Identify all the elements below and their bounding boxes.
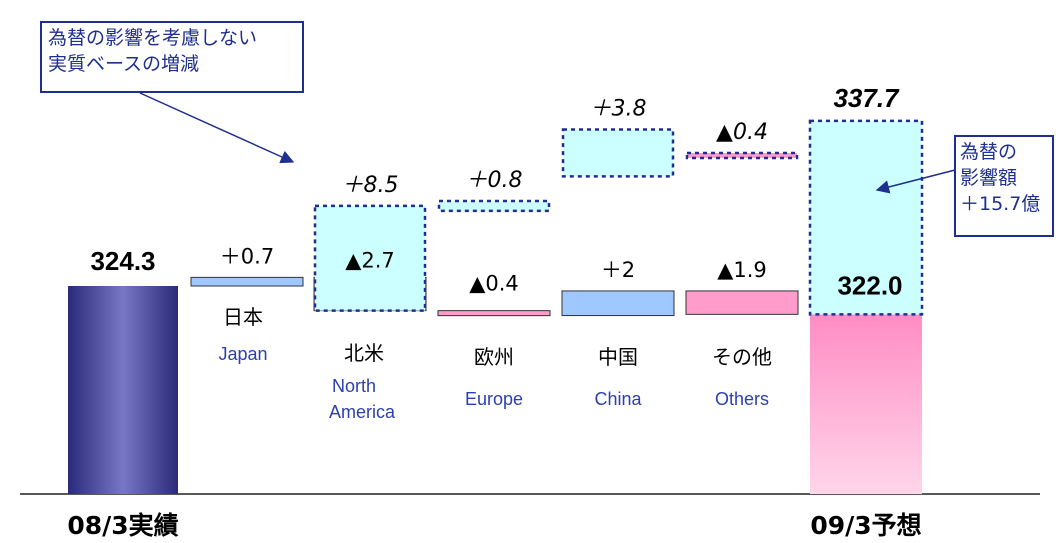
- callout-real-change: 為替の影響を考慮しない 実質ベースの増減: [40, 21, 304, 93]
- bar-end-real-value-label: 322.0: [837, 270, 902, 300]
- bar-start-category-label: 08/3実績: [67, 511, 178, 540]
- bar-end-total-value-label: 337.7: [833, 83, 900, 113]
- category-en-label-1-line2: America: [329, 402, 396, 422]
- bar-real-value-label-4: ▲1.9: [717, 258, 767, 282]
- bar-fx-value-label-2: ＋0.8: [466, 168, 523, 193]
- category-en-label-2: Europe: [465, 389, 523, 409]
- bar-real-value-label-2: ▲0.4: [469, 272, 519, 296]
- callout-fx-effect-line2: 影響額: [960, 167, 1018, 189]
- bar-real-2: [437, 310, 551, 317]
- bar-fx-value-label-4: ▲0.4: [716, 120, 768, 145]
- category-jp-label-3: 中国: [598, 345, 638, 369]
- category-jp-label-0: 日本: [223, 305, 263, 329]
- bar-fx-value-label-3: ＋3.8: [590, 97, 647, 122]
- bar-start-value-label: 324.3: [90, 246, 155, 276]
- bar-start: [68, 286, 178, 494]
- callout-fx-effect-line3: ＋15.7億: [960, 193, 1041, 215]
- callout-real-change-line1: 為替の影響を考慮しない: [48, 27, 258, 49]
- bar-end-category-label: 09/3予想: [810, 511, 921, 540]
- callout-leader-right: [875, 169, 956, 194]
- callout-real-change-line2: 実質ベースの増減: [48, 53, 200, 75]
- bar-fx-4: [685, 151, 799, 160]
- bar-real-value-label-0: ＋0.7: [220, 244, 274, 268]
- callout-leader-left: [139, 92, 295, 164]
- category-en-label-1-line1: North: [332, 376, 376, 396]
- category-en-label-3: China: [594, 389, 642, 409]
- bar-end-fx: [808, 119, 924, 316]
- bar-end-real: [810, 314, 922, 494]
- category-jp-label-4: その他: [712, 345, 772, 369]
- bar-real-value-label-3: ＋2: [601, 258, 635, 282]
- category-jp-label-2: 欧州: [474, 345, 514, 369]
- bar-real-value-label-1: ▲2.7: [345, 248, 395, 272]
- bar-fx-3: [561, 128, 675, 178]
- callout-fx-effect: 為替の 影響額 ＋15.7億: [954, 135, 1054, 237]
- bar-fx-1: [313, 204, 427, 312]
- bar-fx-2: [437, 199, 551, 213]
- bar-real-0: [190, 276, 304, 287]
- category-jp-label-1: 北米: [344, 341, 384, 365]
- bar-real-3: [561, 290, 675, 317]
- bar-fx-value-label-1: ＋8.5: [342, 173, 399, 198]
- bar-real-4: [685, 290, 799, 315]
- category-en-label-0: Japan: [218, 344, 267, 364]
- category-en-label-4: Others: [715, 389, 769, 409]
- callout-fx-effect-line1: 為替の: [960, 141, 1018, 163]
